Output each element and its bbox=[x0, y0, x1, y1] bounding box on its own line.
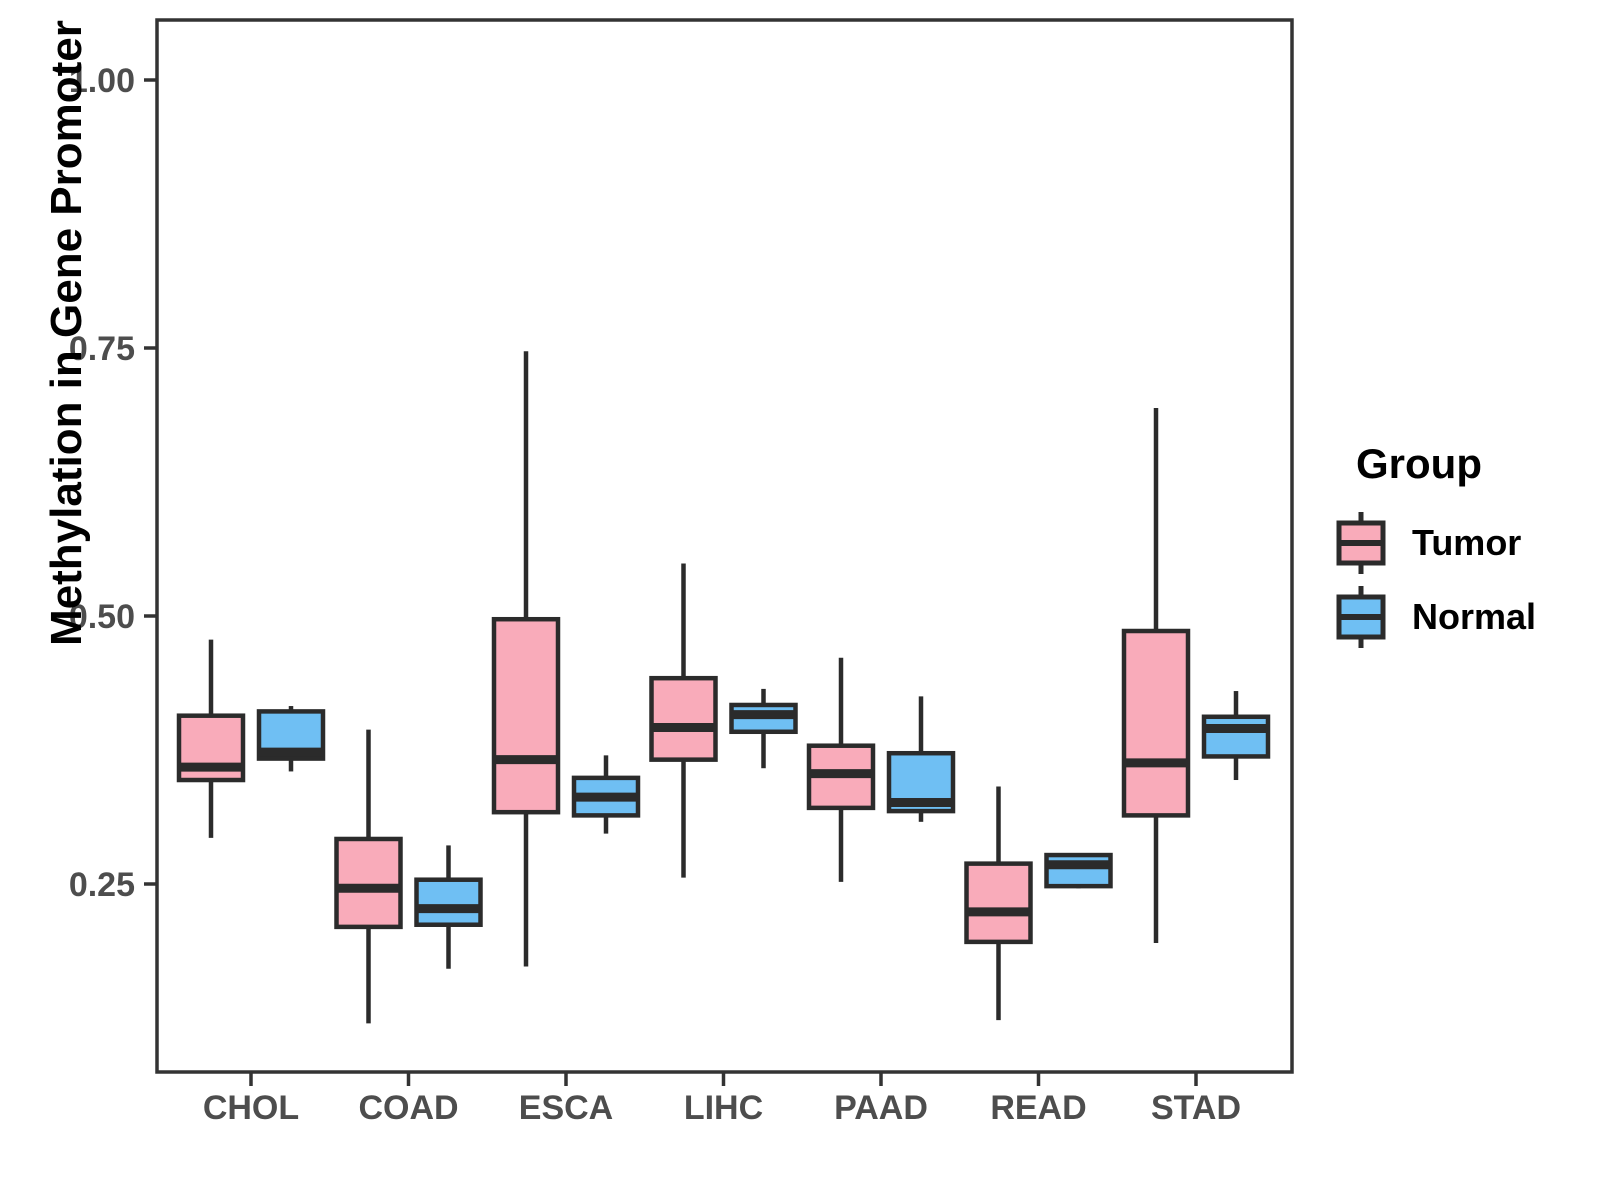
y-tick-label: 0.75 bbox=[69, 330, 135, 368]
y-axis-title: Methylation in Gene Promoter bbox=[42, 20, 91, 646]
x-tick-label-lihc: LIHC bbox=[684, 1089, 763, 1127]
tumor-boxplot-key-icon bbox=[1336, 512, 1386, 574]
box-stad-normal bbox=[1201, 714, 1271, 759]
x-tick-label-read: READ bbox=[990, 1089, 1086, 1127]
box-coad-normal bbox=[414, 877, 483, 927]
box-read-tumor bbox=[964, 861, 1033, 945]
panel-border bbox=[155, 18, 1294, 1074]
x-tick-label-esca: ESCA bbox=[519, 1089, 613, 1127]
box-lihc-tumor bbox=[649, 675, 718, 762]
x-tick-label-chol: CHOL bbox=[203, 1089, 299, 1127]
normal-boxplot-key-icon bbox=[1336, 586, 1386, 648]
y-tick-label: 0.50 bbox=[69, 598, 135, 636]
box-esca-tumor bbox=[491, 616, 561, 815]
box-stad-tumor bbox=[1121, 628, 1191, 818]
y-tick-label: 0.25 bbox=[69, 866, 135, 904]
x-tick-label-paad: PAAD bbox=[834, 1089, 928, 1127]
box-read-normal bbox=[1044, 852, 1113, 889]
box-coad-tumor bbox=[334, 836, 403, 930]
legend-item-tumor: Tumor bbox=[1332, 510, 1536, 576]
legend-label-normal: Normal bbox=[1412, 596, 1537, 637]
legend-label-tumor: Tumor bbox=[1412, 522, 1522, 563]
x-tick-label-coad: COAD bbox=[358, 1089, 458, 1127]
x-tick-label-stad: STAD bbox=[1151, 1089, 1241, 1127]
legend: Group Tumor Normal bbox=[1332, 440, 1536, 654]
y-tick-label: 1.00 bbox=[69, 62, 135, 100]
legend-item-normal: Normal bbox=[1332, 584, 1536, 650]
legend-title: Group bbox=[1356, 440, 1482, 487]
